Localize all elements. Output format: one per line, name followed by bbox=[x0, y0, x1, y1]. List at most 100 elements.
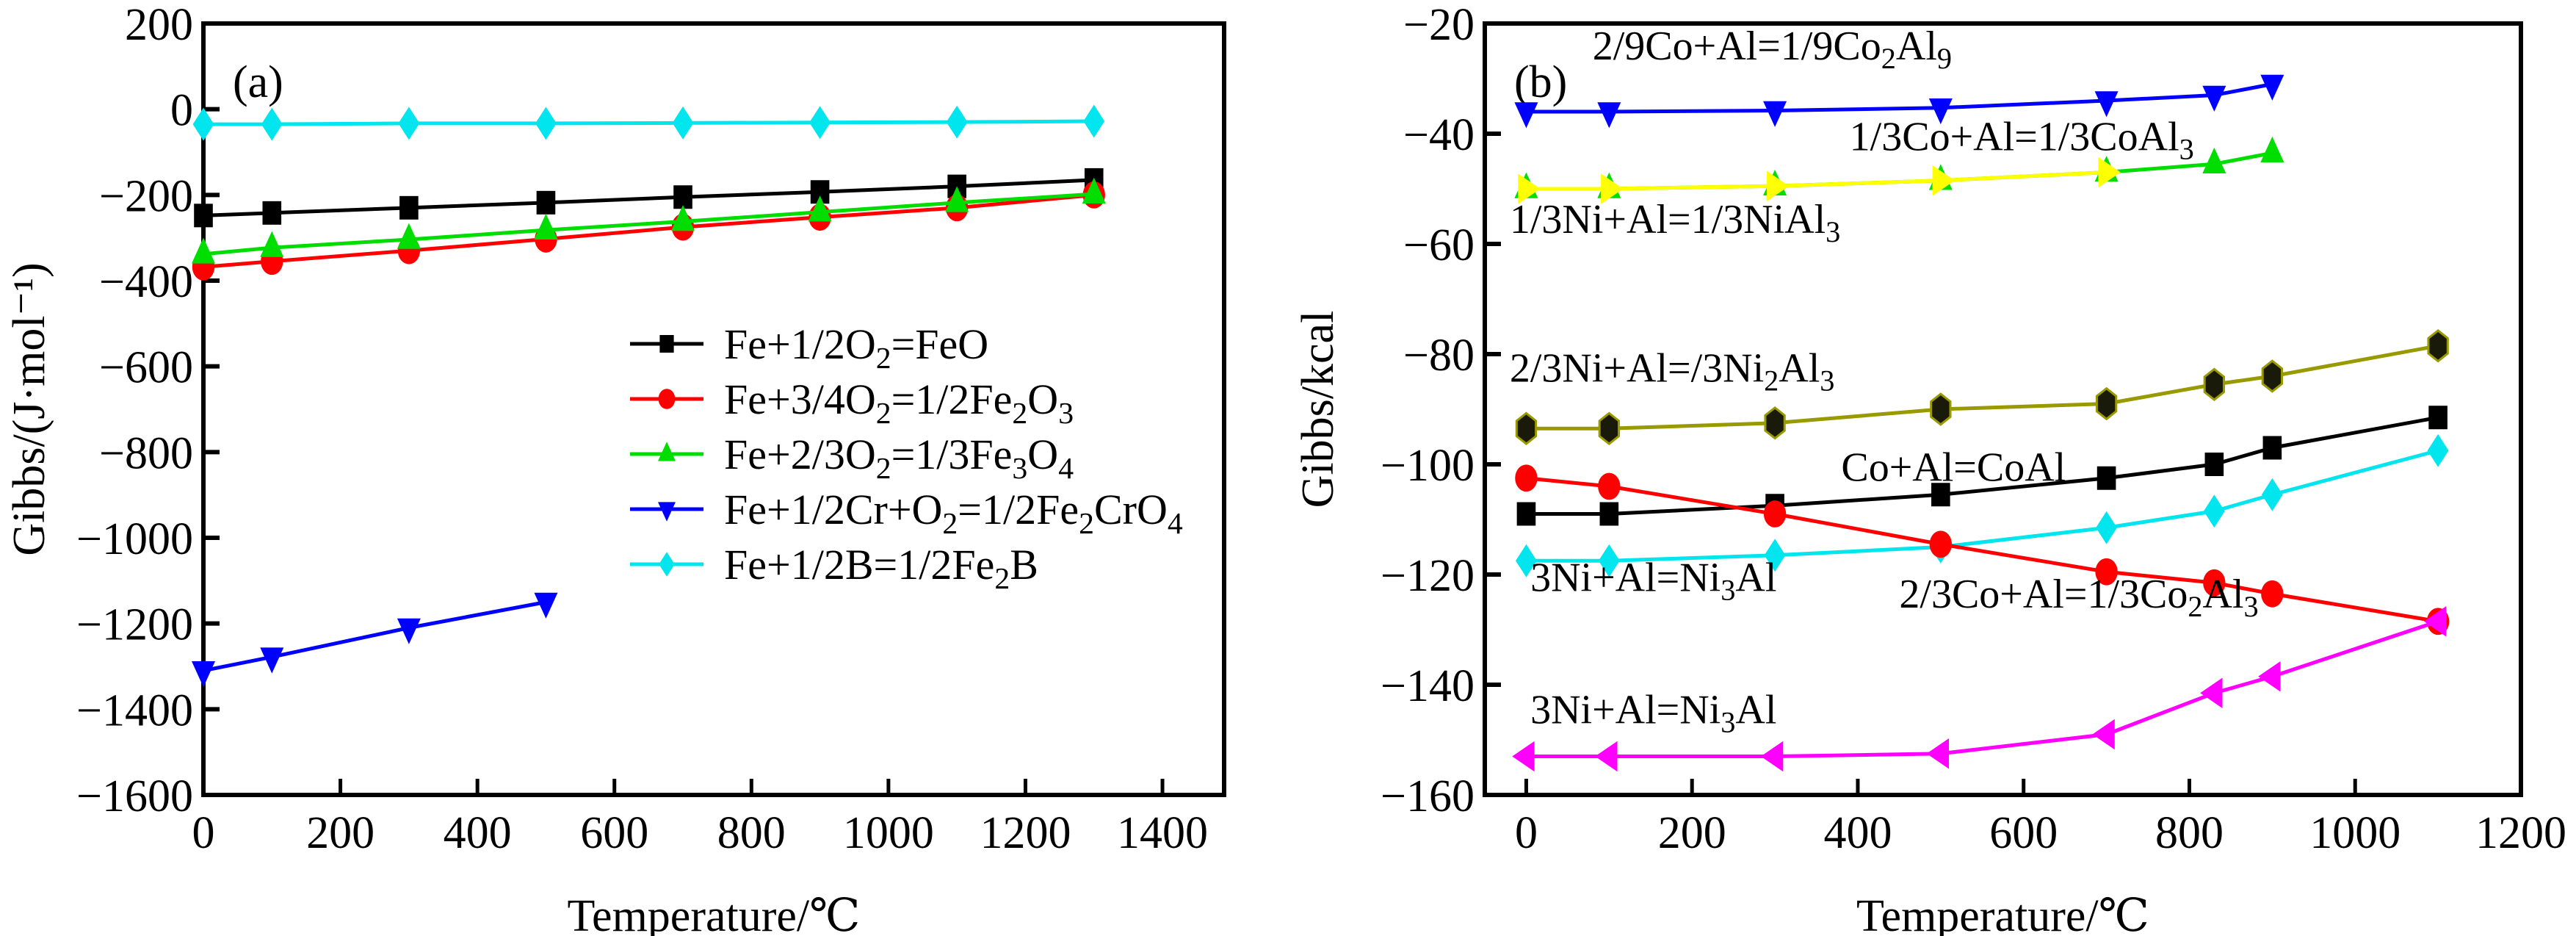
x-tick-label: 1400 bbox=[1117, 808, 1208, 858]
x-tick-label: 1200 bbox=[980, 808, 1071, 858]
annotation-label: 2/3Co+Al=1/3Co2Al3 bbox=[1899, 572, 2258, 623]
legend-label-part: Fe+1/2Cr+O bbox=[724, 486, 942, 533]
legend-label-part: 3 bbox=[1012, 452, 1027, 486]
x-tick-label: 200 bbox=[1658, 808, 1726, 858]
annotation-label: 1/3Co+Al=1/3CoAl3 bbox=[1850, 115, 2194, 166]
legend-marker bbox=[659, 552, 675, 577]
series-line bbox=[203, 192, 1094, 269]
y-tick-label: −600 bbox=[99, 343, 193, 393]
data-point bbox=[1518, 173, 1541, 204]
y-axis-title: Gibbs/(J·mol⁻¹) bbox=[4, 262, 54, 555]
data-point bbox=[1595, 741, 1618, 772]
series-fe-1-2o2-feo bbox=[194, 168, 1104, 228]
data-point bbox=[1766, 170, 1790, 202]
y-tick-label: −160 bbox=[1381, 771, 1475, 821]
panel-tag: (b) bbox=[1514, 57, 1567, 107]
x-tick-label: 1000 bbox=[2309, 808, 2400, 858]
y-tick-label: −400 bbox=[99, 257, 193, 307]
data-point bbox=[2261, 478, 2283, 511]
legend-marker bbox=[658, 502, 676, 522]
legend-label-part: =FeO bbox=[891, 320, 989, 368]
data-point bbox=[2203, 367, 2226, 401]
y-tick-label: −100 bbox=[1381, 441, 1475, 491]
data-point bbox=[671, 205, 695, 231]
y-tick-label: −60 bbox=[1403, 220, 1475, 270]
annotation-label-part: 3 bbox=[1721, 706, 1735, 739]
annotation-label-part: 3 bbox=[1721, 574, 1735, 607]
data-point bbox=[1516, 544, 1537, 577]
annotation-label-part: Al bbox=[1735, 555, 1776, 601]
data-point bbox=[673, 185, 692, 209]
annotation-label-part: 3 bbox=[1820, 364, 1834, 397]
data-point bbox=[1926, 738, 1950, 769]
data-point bbox=[534, 592, 558, 619]
legend-label-part: B bbox=[1010, 541, 1038, 588]
y-tick-label: 0 bbox=[170, 86, 193, 136]
data-point bbox=[261, 107, 283, 141]
annotation-label-part: 3Ni+Al=Ni bbox=[1530, 555, 1721, 601]
y-tick-label: −1600 bbox=[76, 771, 193, 821]
legend-label-part: 2 bbox=[1079, 507, 1094, 541]
annotation-label: 3Ni+Al=Ni3Al bbox=[1530, 688, 1776, 739]
series-2-9co-al-1-9co2al9 bbox=[1514, 74, 2284, 129]
data-point bbox=[2202, 147, 2226, 174]
data-point bbox=[1760, 741, 1784, 772]
y-tick-label: −200 bbox=[99, 171, 193, 221]
data-point bbox=[2258, 660, 2281, 692]
series-line bbox=[1526, 448, 2439, 563]
annotation-label: 3Ni+Al=Ni3Al bbox=[1530, 555, 1776, 607]
data-point bbox=[1929, 530, 1953, 558]
annotation-label: 2/3Ni+Al=/3Ni2Al3 bbox=[1510, 346, 1835, 397]
y-tick-label: −1200 bbox=[76, 600, 193, 650]
legend-label: Fe+1/2B=1/2Fe2B bbox=[724, 541, 1038, 596]
data-point bbox=[534, 213, 558, 240]
x-tick-label: 600 bbox=[580, 808, 648, 858]
legend-label-part: Fe+2/3O bbox=[724, 431, 876, 478]
x-tick-label: 800 bbox=[717, 808, 786, 858]
series-2-3ni-al-3ni2al3 bbox=[1515, 329, 2449, 445]
data-point bbox=[2202, 85, 2226, 112]
panel-tag: (a) bbox=[233, 57, 283, 107]
x-tick-label: 0 bbox=[192, 808, 215, 858]
x-tick-label: 600 bbox=[1989, 808, 2058, 858]
series-line bbox=[203, 600, 546, 673]
x-tick-label: 200 bbox=[306, 808, 375, 858]
panel-b-chart: −20 −40 −60 −80 −100 −120 −140 −160 0 200 400 600 80… bbox=[1293, 0, 2566, 936]
legend-label-part: O bbox=[1027, 431, 1058, 478]
series-fe-1-2cr-o2-1-2fe2cro4 bbox=[192, 592, 558, 688]
legend-marker bbox=[658, 442, 676, 461]
legend-marker bbox=[659, 335, 674, 353]
legend-label-part: 2 bbox=[876, 397, 891, 431]
data-point bbox=[192, 107, 214, 141]
data-point bbox=[2261, 359, 2284, 393]
data-point bbox=[672, 106, 694, 140]
series-fe-2-3o2-1-3fe3o4 bbox=[192, 177, 1106, 264]
data-point bbox=[262, 201, 282, 225]
annotation-label-part: 3 bbox=[1826, 215, 1840, 248]
annotation-label-part: 2/3Ni+Al=/3Ni bbox=[1510, 346, 1764, 392]
legend-item: Fe+3/4O2=1/2Fe2O3 bbox=[630, 375, 1074, 431]
data-point bbox=[2092, 719, 2115, 750]
annotation-label: Co+Al=CoAl bbox=[1841, 445, 2066, 491]
data-point bbox=[536, 190, 556, 215]
series-1-3ni-al-1-3nial3 bbox=[1518, 156, 2121, 204]
legend-label-part: =1/2Fe bbox=[891, 375, 1013, 423]
legend: Fe+1/2O2=FeOFe+3/4O2=1/2Fe2O3Fe+2/3O2=1/… bbox=[630, 320, 1183, 596]
series-line bbox=[203, 178, 1094, 217]
data-point bbox=[1764, 539, 1786, 572]
legend-label: Fe+1/2O2=FeO bbox=[724, 320, 988, 375]
x-tick-label: 0 bbox=[1515, 808, 1538, 858]
legend-label-part: Fe+1/2B=1/2Fe bbox=[724, 541, 994, 588]
x-tick-label: 800 bbox=[2155, 808, 2224, 858]
data-point bbox=[1928, 98, 1953, 125]
data-point bbox=[1763, 500, 1787, 528]
annotation-label-part: 2/9Co+Al=1/9Co bbox=[1593, 24, 1881, 69]
data-point bbox=[2428, 406, 2447, 430]
data-point bbox=[1597, 102, 1621, 129]
data-point bbox=[1598, 472, 1621, 500]
data-point bbox=[2203, 569, 2226, 597]
data-point bbox=[1082, 177, 1106, 204]
legend-label-part: CrO bbox=[1094, 486, 1168, 533]
data-point bbox=[2204, 453, 2224, 476]
data-point bbox=[2098, 156, 2121, 188]
